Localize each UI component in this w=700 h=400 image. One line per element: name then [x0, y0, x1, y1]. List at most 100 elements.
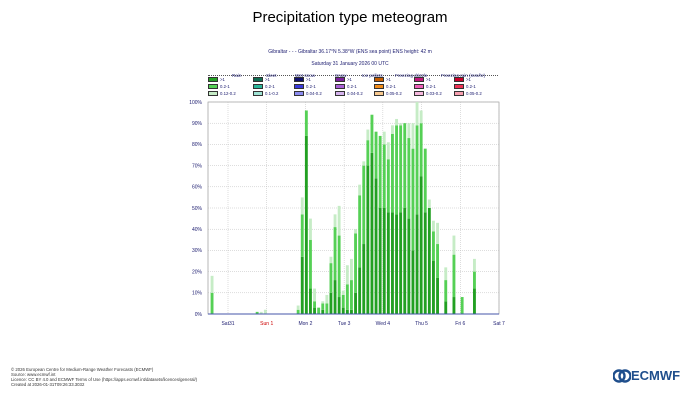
bar-segment: [300, 256, 304, 314]
legend-swatch-label: 0.2-1: [220, 84, 230, 89]
bar-segment: [366, 129, 370, 141]
bar-segment: [374, 131, 378, 179]
bar-segment: [345, 265, 349, 285]
ecmwf-logo: ECMWF: [612, 368, 693, 386]
bar-segment: [296, 305, 300, 310]
bar-segment: [263, 309, 267, 314]
bar-segment: [333, 214, 337, 228]
bar-segment: [473, 271, 476, 289]
legend-swatch: [253, 91, 263, 96]
legend-swatch-label: 0.1-0.2: [265, 91, 279, 96]
bar-segment: [345, 284, 349, 310]
bar-segment: [345, 309, 349, 314]
legend-swatch-label: >1: [386, 77, 391, 82]
bar-segment: [362, 165, 366, 245]
bar-segment: [354, 229, 357, 234]
bar-segment: [374, 178, 378, 314]
bar-segment: [444, 280, 448, 302]
bar-segment: [350, 309, 353, 314]
bar-segment: [350, 280, 353, 310]
bar-segment: [313, 307, 316, 314]
bar-segment: [366, 165, 370, 314]
bar-segment: [415, 125, 419, 215]
bar-segment: [427, 199, 431, 208]
chart-subtitle-date: Saturday 31 January 2026 00 UTC: [311, 61, 389, 67]
bar-segment: [403, 123, 407, 208]
legend-group-2-title: Wet snow: [295, 73, 316, 78]
bar-segment: [460, 297, 464, 314]
footer-source: Source: www.ecmwf.int: [11, 372, 56, 377]
legend-swatch-label: 0.12-0.2: [220, 91, 236, 96]
bar-segment: [362, 244, 366, 314]
bar-segment: [399, 212, 403, 314]
bar-segment: [255, 311, 259, 314]
legend-group-4-title: Ice pellets: [362, 73, 383, 78]
bar-segment: [436, 277, 439, 314]
legend-swatch: [335, 84, 345, 89]
bar-segment: [341, 290, 345, 295]
legend-swatch-label: >1: [347, 77, 352, 82]
bar-segment: [436, 244, 439, 278]
bar-segment: [444, 267, 448, 281]
bar-segment: [399, 123, 403, 126]
legend-swatch: [294, 77, 304, 82]
bar-segment: [419, 123, 423, 177]
chart-legend: Rain >1 0.2-1 0.12-0.2 Sleet >1 0.2-1 0.1-0.2 We…: [208, 73, 508, 99]
bar-segment: [354, 233, 357, 293]
bar-segment: [419, 176, 423, 314]
bar-segment: [407, 123, 411, 139]
bar-segment: [358, 267, 362, 314]
x-tick-label: Wed 4: [376, 321, 391, 327]
bar-segment: [333, 227, 337, 281]
chart-title: Precipitation type meteogram: [252, 9, 448, 26]
bar-segment: [411, 123, 415, 149]
bar-segment: [358, 195, 362, 268]
legend-swatch-label: 0.03-0.2: [426, 91, 442, 96]
legend-swatch: [253, 84, 263, 89]
legend-swatch: [294, 84, 304, 89]
legend-swatch: [414, 91, 424, 96]
bar-segment: [378, 135, 382, 208]
bar-segment: [210, 275, 214, 293]
legend-swatch: [374, 77, 384, 82]
bar-segment: [341, 294, 345, 308]
legend-swatch: [208, 84, 218, 89]
legend-swatch-label: >1: [220, 77, 225, 82]
bar-segment: [321, 301, 325, 304]
bar-segment: [432, 231, 435, 261]
footer-licence: Licence: CC BY 4.0 and ECMWF Terms of Us…: [11, 377, 198, 382]
bar-segment: [304, 110, 308, 136]
bar-segment: [337, 205, 341, 236]
x-tick-label: Tue 3: [338, 321, 351, 327]
ecmwf-logo-icon: [612, 369, 632, 383]
bar-segment: [411, 148, 415, 251]
bar-segment: [452, 297, 456, 314]
y-tick-label: 40%: [192, 227, 203, 233]
bar-segment: [399, 125, 403, 213]
bar-segment: [317, 307, 321, 314]
y-tick-label: 50%: [192, 206, 203, 212]
legend-swatch: [374, 91, 384, 96]
bar-segment: [354, 292, 357, 314]
bar-segment: [333, 280, 337, 314]
bar-segment: [395, 118, 398, 126]
legend-swatch-label: >1: [265, 77, 270, 82]
bar-segment: [386, 159, 390, 213]
y-tick-label: 0%: [195, 312, 203, 318]
legend-swatch: [294, 91, 304, 96]
legend-group-1-title: Sleet: [266, 73, 277, 78]
bar-segment: [210, 292, 214, 314]
bar-segment: [415, 102, 419, 126]
footer-created: Created at 2026-01-31T09:26:33.3032: [11, 382, 85, 387]
bar-segment: [415, 214, 419, 314]
bar-segment: [309, 288, 312, 314]
bar-segment: [391, 133, 394, 213]
legend-swatch-label: 0.2-1: [426, 84, 436, 89]
bar-segment: [473, 258, 476, 272]
bar-segment: [391, 212, 394, 314]
bar-segment: [419, 110, 423, 124]
bar-segment: [395, 125, 398, 215]
y-tick-label: 20%: [192, 269, 203, 275]
footer-copyright: © 2026 European Centre for Medium-Range …: [11, 367, 154, 372]
